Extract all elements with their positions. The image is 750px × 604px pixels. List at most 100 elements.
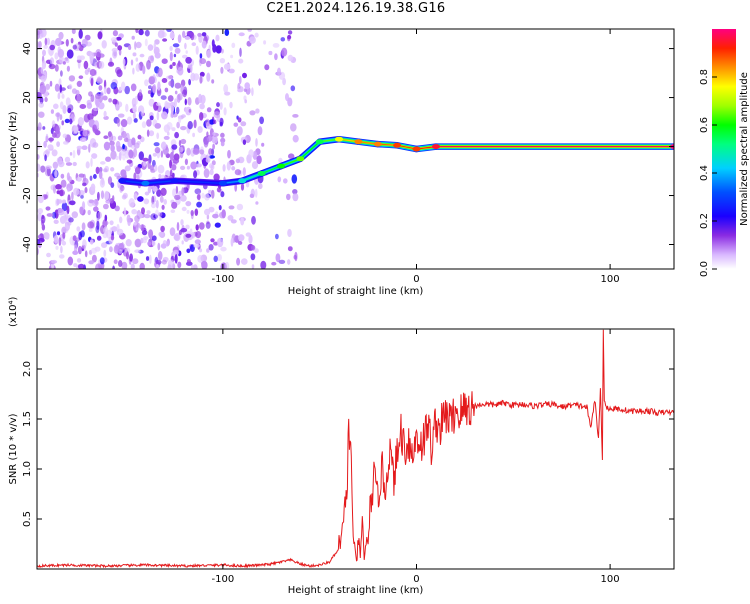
noise-speck — [182, 30, 186, 38]
noise-speck — [248, 149, 254, 158]
noise-speck — [237, 234, 245, 242]
noise-speck — [112, 30, 118, 37]
snr-panel: -100 0 100 0.5 1.0 1.5 2.0 Height of straight… — [8, 296, 675, 596]
noise-speck — [88, 143, 91, 153]
noise-speck — [230, 54, 234, 59]
noise-speck — [249, 110, 256, 116]
noise-speck — [69, 118, 73, 125]
noise-speck — [133, 147, 138, 158]
ridge-point — [431, 144, 440, 150]
noise-speck — [220, 137, 226, 143]
noise-speck — [71, 29, 76, 35]
ridge-point — [354, 139, 363, 145]
noise-speck — [167, 95, 174, 102]
noise-speck — [68, 84, 73, 90]
noise-speck — [112, 98, 118, 105]
noise-speck — [199, 58, 207, 65]
noise-speck — [130, 263, 135, 269]
ridge-segment — [144, 180, 176, 184]
noise-speck — [125, 239, 132, 247]
noise-speck — [271, 261, 277, 266]
noise-speck — [73, 125, 79, 134]
noise-speck — [110, 144, 115, 152]
noise-speck — [213, 111, 221, 119]
noise-speck — [76, 145, 83, 150]
noise-speck — [169, 159, 173, 169]
noise-speck — [101, 242, 108, 249]
noise-speck — [193, 243, 200, 248]
noise-speck — [64, 156, 71, 163]
noise-speck — [48, 63, 56, 70]
noise-speck — [181, 206, 187, 212]
noise-speck — [117, 45, 123, 51]
noise-speck — [142, 157, 149, 162]
noise-speck — [242, 139, 247, 145]
noise-speck — [196, 194, 201, 200]
noise-speck — [132, 52, 137, 57]
noise-speck — [214, 222, 221, 228]
noise-speck — [199, 149, 205, 155]
noise-speck — [84, 34, 91, 41]
noise-speck — [121, 130, 127, 139]
noise-speck — [161, 111, 168, 120]
noise-speck — [37, 173, 40, 178]
ridge-point — [257, 171, 266, 176]
noise-speck — [283, 178, 288, 184]
noise-speck — [245, 181, 250, 188]
noise-speck — [108, 132, 114, 142]
snr-x-label: Height of straight line (km) — [288, 585, 424, 596]
noise-speck — [244, 99, 247, 104]
noise-speck — [60, 70, 63, 77]
noise-speck — [110, 150, 117, 160]
noise-speck — [169, 31, 175, 40]
noise-speck — [201, 192, 205, 199]
noise-speck — [124, 165, 131, 172]
noise-speck — [234, 183, 238, 192]
y-tick-label: 1.0 — [22, 461, 33, 477]
noise-speck — [167, 259, 175, 268]
noise-speck — [197, 255, 204, 263]
noise-speck — [292, 114, 299, 118]
noise-speck — [46, 37, 51, 46]
noise-speck — [151, 235, 157, 241]
noise-speck — [185, 233, 192, 238]
noise-speck — [169, 51, 173, 62]
noise-speck — [176, 106, 180, 115]
noise-speck — [68, 75, 76, 82]
noise-speck — [71, 191, 74, 201]
noise-speck — [38, 41, 42, 49]
noise-speck — [100, 91, 104, 98]
noise-speck — [128, 198, 135, 208]
noise-speck — [180, 228, 188, 233]
noise-speck — [130, 83, 137, 92]
noise-speck — [186, 31, 192, 36]
noise-speck — [51, 120, 56, 128]
noise-speck — [37, 194, 44, 204]
y-tick-label: 0 — [22, 143, 33, 149]
noise-speck — [274, 53, 278, 61]
ridge-point — [335, 136, 343, 142]
spectrogram-x-label: Height of straight line (km) — [288, 286, 424, 297]
colorbar-tick-label: 0.8 — [699, 69, 710, 85]
noise-speck — [250, 245, 256, 251]
noise-speck — [96, 235, 102, 241]
noise-speck — [189, 64, 193, 73]
noise-speck — [166, 122, 173, 130]
noise-speck — [223, 63, 231, 70]
noise-speck — [288, 153, 295, 159]
noise-speck — [92, 142, 99, 148]
noise-speck — [68, 217, 74, 223]
noise-speck — [98, 166, 103, 173]
noise-speck — [109, 220, 114, 226]
noise-speck — [157, 67, 163, 78]
noise-speck — [259, 116, 264, 125]
noise-speck — [49, 57, 55, 65]
noise-speck — [133, 172, 137, 181]
noise-speck — [194, 239, 201, 245]
noise-speck — [77, 55, 82, 61]
noise-speck — [230, 237, 234, 247]
noise-speck — [76, 94, 81, 104]
noise-speck — [116, 228, 124, 236]
ridge-point — [393, 142, 402, 148]
ridge-segment — [299, 141, 321, 160]
